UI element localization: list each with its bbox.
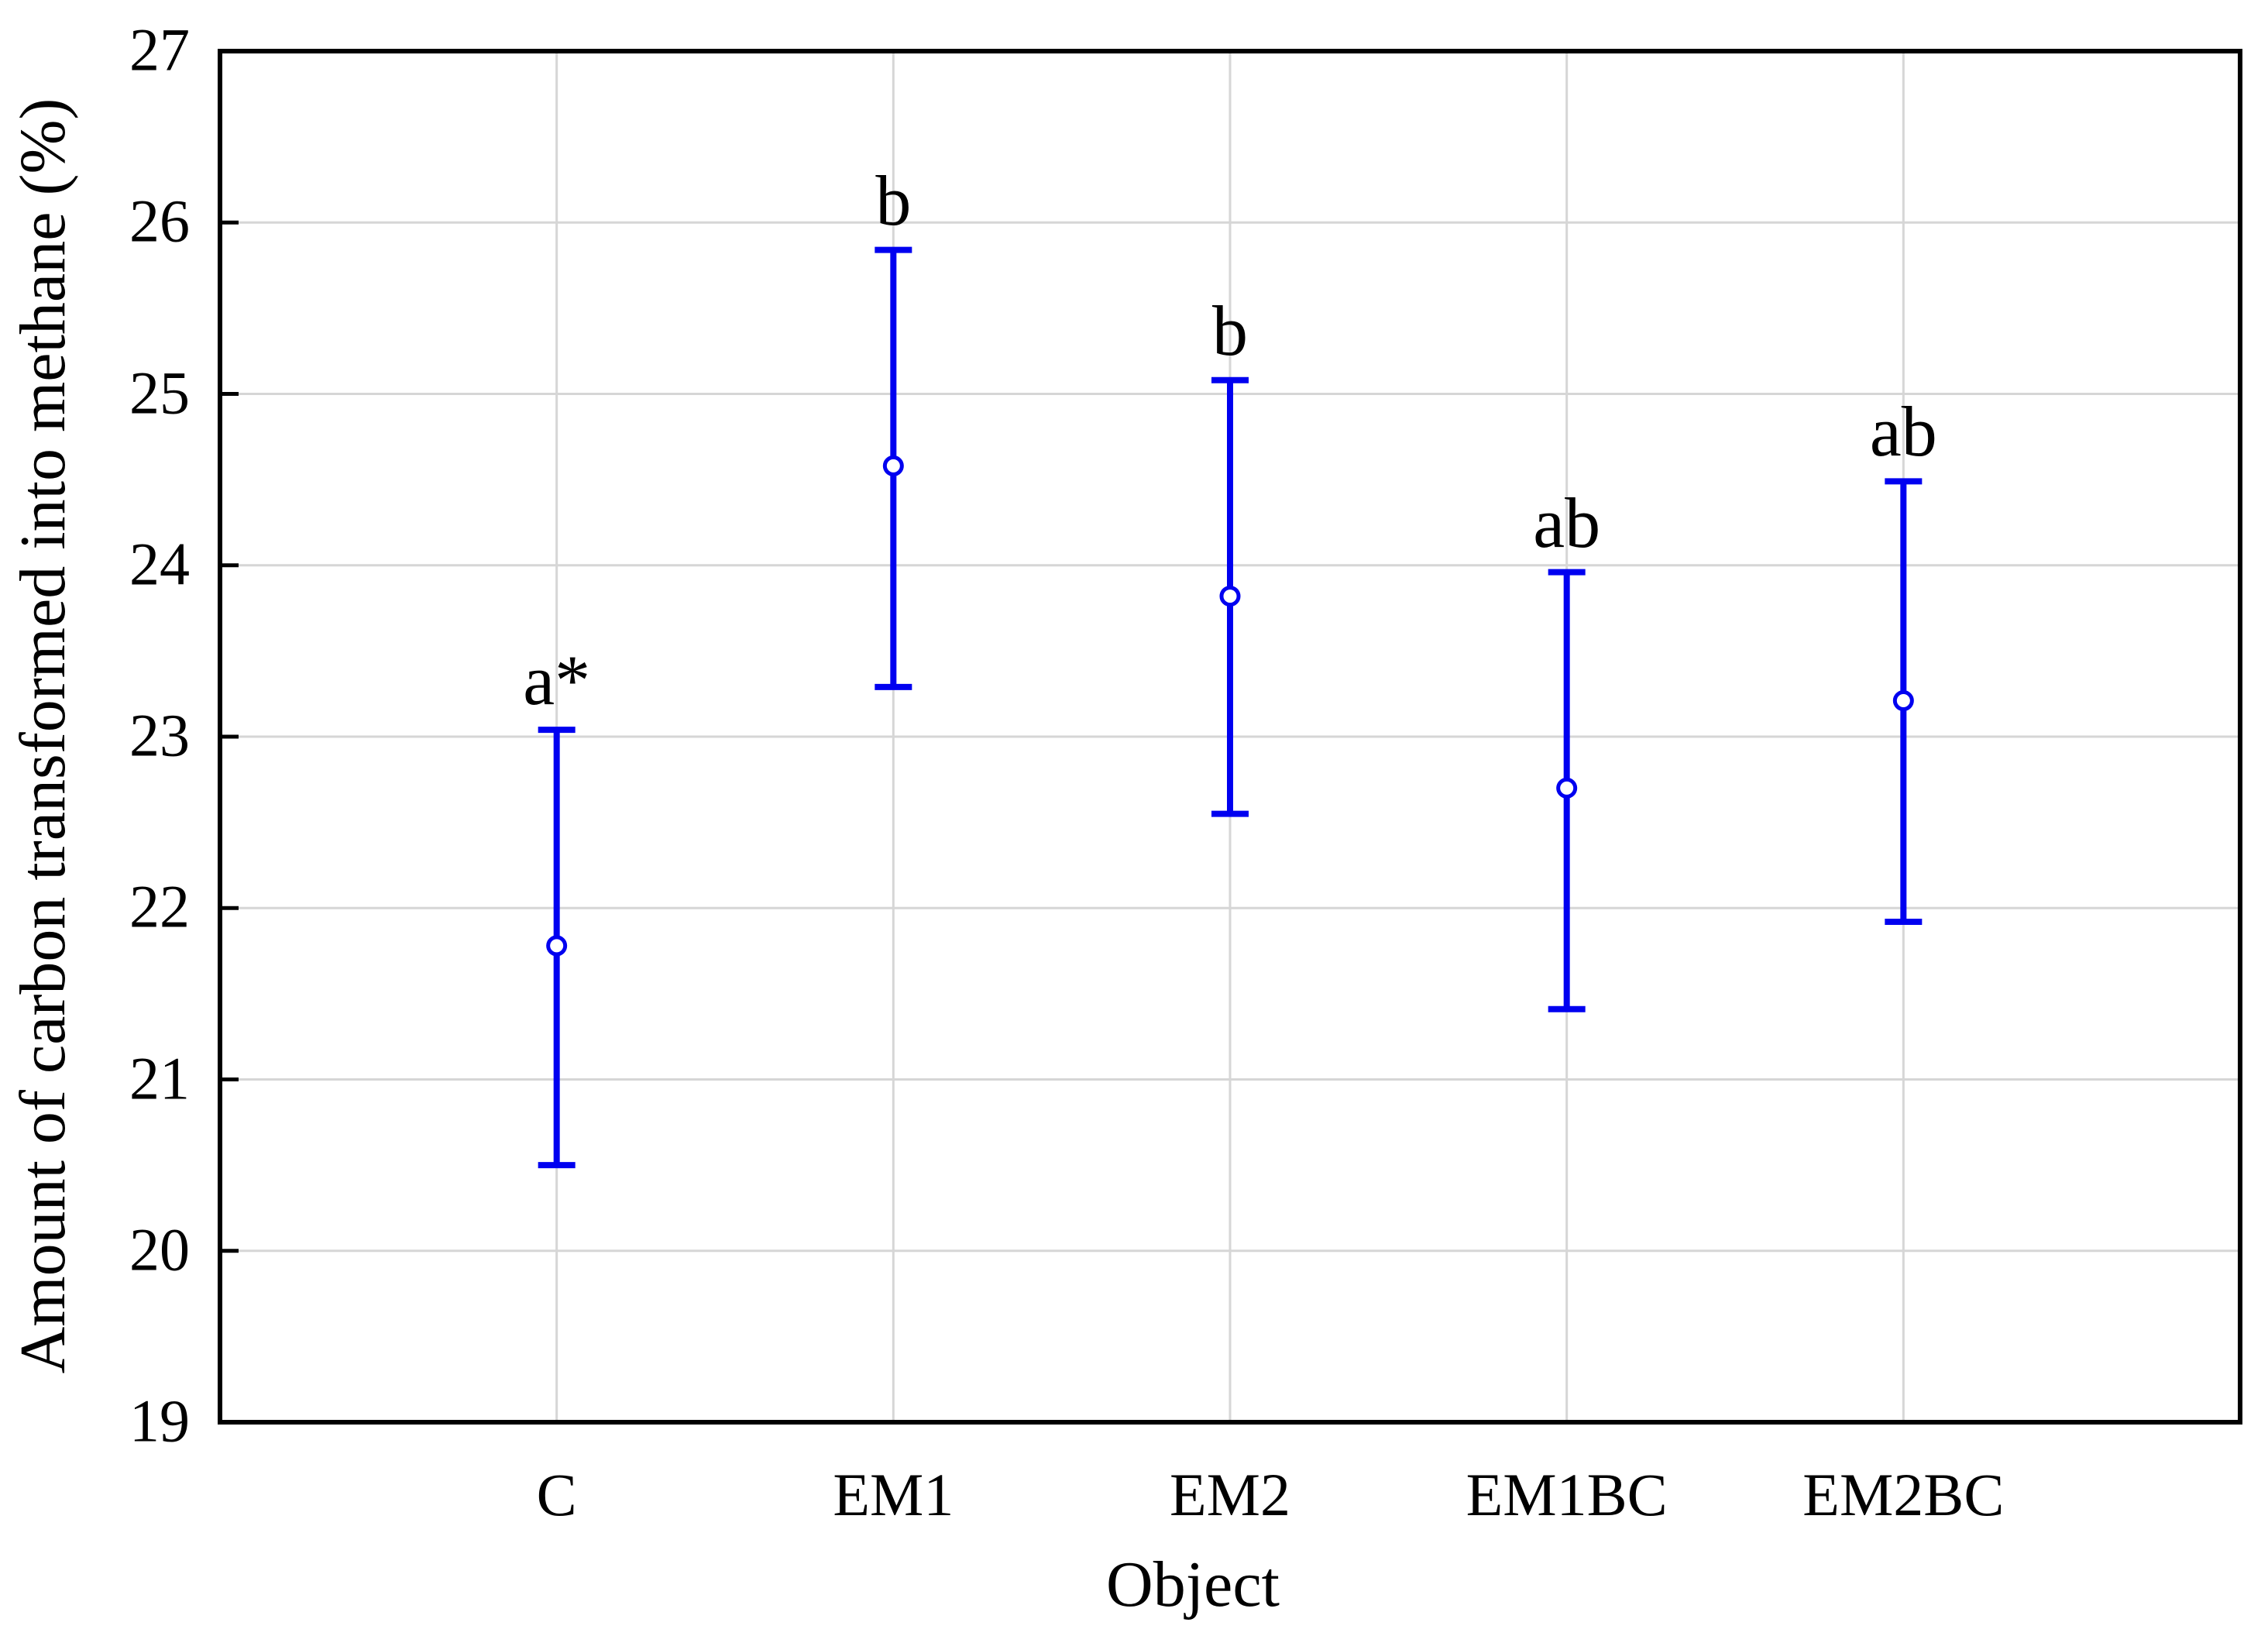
error-bar — [1211, 376, 1249, 817]
y-tick-label: 22 — [129, 872, 190, 940]
x-category-label: EM1BC — [1466, 1461, 1668, 1528]
y-tick-label: 25 — [129, 358, 190, 426]
y-tick-label: 23 — [129, 701, 190, 769]
y-tick-label: 21 — [129, 1043, 190, 1112]
y-tick-label: 19 — [129, 1387, 190, 1455]
y-tick-label: 26 — [129, 187, 190, 255]
x-category-label: EM2BC — [1802, 1461, 2005, 1528]
error-bar — [1548, 569, 1586, 1012]
error-bar — [538, 727, 576, 1169]
mean-marker — [1219, 586, 1241, 607]
x-axis-title: Object — [1106, 1548, 1280, 1621]
x-category-label: EM2 — [1170, 1461, 1290, 1528]
plot-frame — [218, 49, 2242, 1425]
x-category-label: EM1 — [833, 1461, 954, 1528]
mean-marker — [546, 935, 568, 957]
error-bar — [875, 246, 912, 690]
significance-letter: b — [1212, 290, 1248, 370]
y-tick-label: 27 — [129, 15, 190, 84]
significance-letter: a* — [523, 641, 591, 720]
error-bar — [1885, 478, 1923, 925]
y-tick-label: 20 — [129, 1215, 190, 1284]
significance-letter: ab — [1869, 392, 1937, 472]
mean-marker — [1556, 777, 1578, 799]
x-category-label: C — [536, 1461, 577, 1528]
y-tick-label: 24 — [129, 530, 190, 598]
mean-marker — [882, 455, 904, 476]
mean-marker — [1892, 690, 1914, 712]
significance-letter: ab — [1533, 483, 1601, 562]
significance-letter: b — [875, 160, 912, 240]
